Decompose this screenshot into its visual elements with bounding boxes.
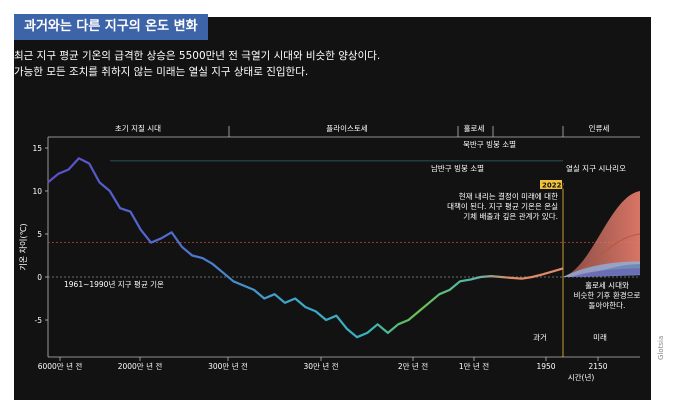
temperature-series-line [47, 157, 564, 339]
holocene-note-line-2: 비슷한 기후 환경으로 [574, 290, 641, 300]
era-label: 플라이스토세 [326, 123, 367, 133]
x-ticks: 6000만 년 전 2000만 년 전 300만 년 전 30만 년 전 2만 년 전 1… [38, 357, 608, 371]
x-tick-label: 6000만 년 전 [38, 361, 83, 371]
reference-lines [48, 160, 640, 357]
annotation-2022-line-2: 대책이 된다. 지구 평균 기온은 온실 [447, 201, 558, 211]
y-tick-label: 15 [32, 144, 42, 153]
subtitle-line-1: 최근 지구 평균 기온의 급격한 상승은 5500만년 전 극열기 시대와 비슷… [14, 50, 381, 62]
south-ice-label: 남반구 빙붕 소멸 [431, 163, 484, 173]
x-tick-label: 2150 [588, 362, 607, 371]
subtitle-line-2: 가능한 모든 조치를 취하지 않는 미래는 열실 지구 상태로 진입한다. [14, 66, 309, 78]
baseline-label: 1961~1990년 지구 평균 기온 [64, 279, 164, 289]
hothouse-scenario-band [563, 191, 640, 277]
x-tick-label: 2000만 년 전 [118, 361, 163, 371]
x-axis-label: 시간(년) [568, 372, 595, 382]
x-tick-label: 30만 년 전 [303, 361, 338, 371]
page-title: 과거와는 다른 지구의 온도 변화 [14, 14, 208, 40]
holocene-note-line-3: 돌아야한다. [589, 300, 626, 310]
era-label: 홀로세 [464, 123, 485, 133]
y-tick-label: 0 [37, 273, 42, 282]
era-labels: 초기 지질 시대 플라이스토세 홀로세 인류세 [115, 123, 610, 137]
hothouse-scenario-label: 열실 지구 시나리오 [566, 163, 626, 173]
x-tick-label: 300만 년 전 [208, 361, 248, 371]
section-past-label: 과거 [533, 333, 547, 342]
holocene-scenario-inner-band [571, 268, 640, 277]
annotations: 북반구 빙붕 소멸 남반구 빙붕 소멸 1961~1990년 지구 평균 기온 … [18, 139, 641, 382]
x-tick-label: 1950 [536, 362, 555, 371]
y-tick-label: 10 [32, 187, 42, 196]
era-label: 인류세 [589, 123, 610, 133]
x-tick-label: 2만 년 전 [398, 361, 428, 371]
y-tick-label: 5 [37, 230, 42, 239]
future-scenarios [562, 191, 641, 278]
y-tick-label: -5 [35, 316, 43, 325]
page-title-text: 과거와는 다른 지구의 온도 변화 [24, 19, 198, 34]
holocene-note-line-1: 홀로세 시대와 [585, 280, 629, 290]
year-2022-badge-text: 2022년 [542, 181, 568, 190]
era-label: 초기 지질 시대 [115, 124, 161, 133]
x-tick-label: 1만 년 전 [459, 361, 489, 371]
year-2022-badge [540, 180, 562, 189]
y-ticks: 15 10 5 0 -5 [32, 144, 48, 325]
annotation-2022-line-3: 기체 배출과 깊은 관계가 있다. [463, 211, 558, 221]
section-future-label: 미래 [593, 333, 607, 342]
north-ice-label: 북반구 빙붕 소멸 [463, 139, 516, 149]
annotation-2022-line-1: 현재 내리는 결정이 미래에 대한 [459, 191, 558, 201]
y-axis-label: 기온 차이(℃) [18, 223, 28, 270]
